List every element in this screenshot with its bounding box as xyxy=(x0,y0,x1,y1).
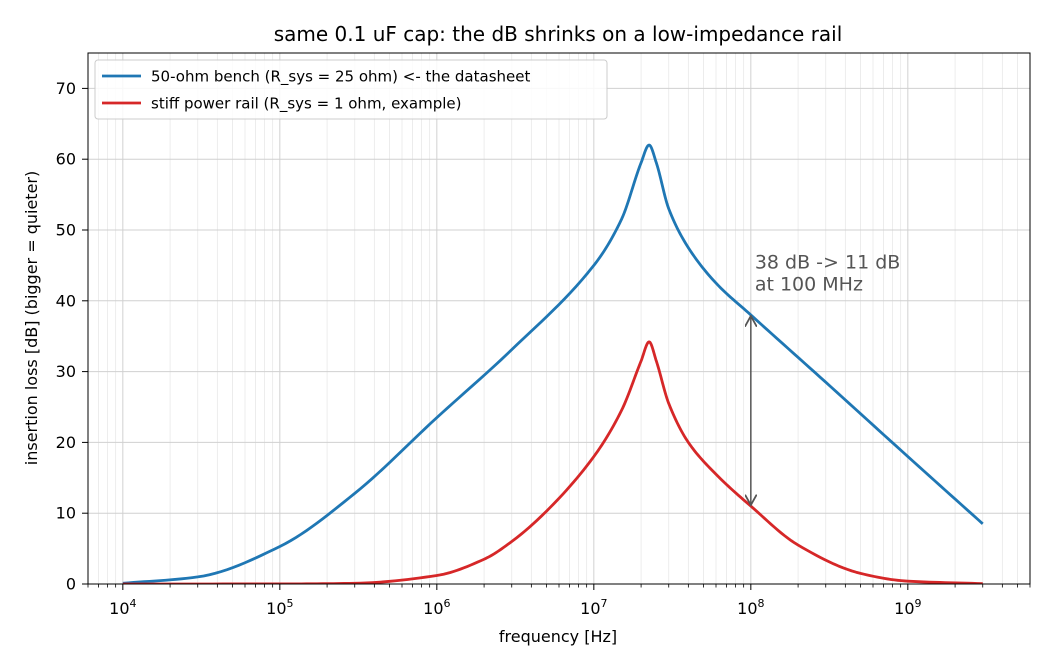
y-tick-label: 10 xyxy=(56,504,76,523)
x-tick-label: 106 xyxy=(423,597,450,618)
x-tick-label: 105 xyxy=(266,597,293,618)
legend-box xyxy=(94,59,608,120)
legend: 50-ohm bench (R_sys = 25 ohm) <- the dat… xyxy=(94,59,608,120)
y-tick-label: 30 xyxy=(56,362,76,381)
y-tick-label: 60 xyxy=(56,150,76,169)
series-line-1 xyxy=(122,340,983,584)
annotation-text-line1: 38 dB -> 11 dB xyxy=(755,251,900,273)
legend-label-0: 50-ohm bench (R_sys = 25 ohm) <- the dat… xyxy=(151,68,530,87)
grid xyxy=(87,53,1031,585)
y-tick-label: 20 xyxy=(56,433,76,452)
y-tick-label: 70 xyxy=(56,79,76,98)
annotation-text-line2: at 100 MHz xyxy=(755,273,863,295)
x-tick-label: 108 xyxy=(737,597,764,618)
ticks: 104 105 106 107 108 109 0 10 20 30 40 50 60 70 xyxy=(56,79,1031,618)
x-axis-label: frequency [Hz] xyxy=(499,627,617,646)
chart-title: same 0.1 uF cap: the dB shrinks on a low… xyxy=(274,22,843,46)
y-tick-label: 0 xyxy=(66,575,76,594)
y-axis-label: insertion loss [dB] (bigger = quieter) xyxy=(22,171,41,465)
series-layer xyxy=(122,143,984,584)
legend-label-1: stiff power rail (R_sys = 1 ohm, example… xyxy=(151,95,462,114)
y-tick-label: 50 xyxy=(56,221,76,240)
y-tick-label: 40 xyxy=(56,291,76,310)
series-line-0 xyxy=(122,143,984,584)
x-tick-label: 109 xyxy=(894,597,921,618)
x-tick-label: 104 xyxy=(109,597,136,618)
x-tick-label: 107 xyxy=(580,597,607,618)
